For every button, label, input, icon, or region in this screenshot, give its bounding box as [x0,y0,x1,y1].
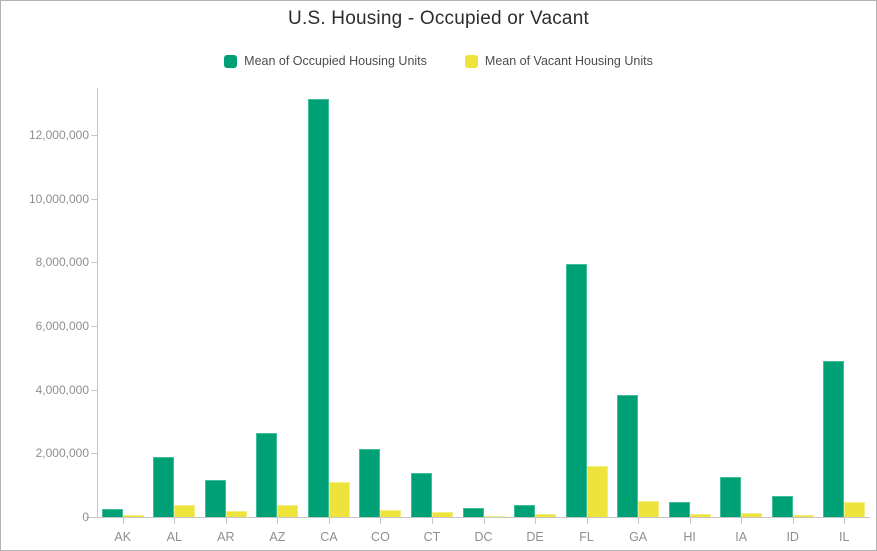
bar-vacant-az[interactable] [277,504,299,517]
x-axis-label-al: AL [166,530,182,544]
x-axis-label-dc: DC [474,530,493,544]
x-axis-label-hi: HI [683,530,696,544]
bar-occupied-ca[interactable] [307,99,329,517]
bar-vacant-il[interactable] [844,502,866,517]
x-axis-tick [535,518,537,524]
x-axis-label-fl: FL [579,530,594,544]
bar-vacant-id[interactable] [792,514,814,517]
x-axis-label-ga: GA [629,530,648,544]
x-axis-tick [483,518,485,524]
x-axis-label-ca: CA [320,530,338,544]
y-axis-label: 12,000,000 [28,127,89,142]
x-axis-tick [638,518,640,524]
legend-label-vacant: Mean of Vacant Housing Units [484,54,653,68]
bar-occupied-de[interactable] [514,505,536,517]
x-axis-tick [844,518,846,524]
y-axis-label: 8,000,000 [35,255,89,270]
bar-occupied-al[interactable] [153,457,175,517]
y-axis-tick [91,134,97,136]
x-axis-label-ct: CT [423,530,441,544]
x-axis-label-de: DE [526,530,544,544]
bar-vacant-al[interactable] [174,505,196,517]
x-axis-tick [122,518,124,524]
y-axis-tick [91,517,97,518]
bar-occupied-co[interactable] [359,449,381,517]
bar-occupied-fl[interactable] [565,263,587,517]
bar-vacant-co[interactable] [380,509,402,517]
x-axis-label-il: IL [839,530,850,544]
x-axis-label-co: CO [371,530,390,544]
y-axis-label: 0 [82,510,89,524]
legend-swatch-occupied-icon [224,54,238,68]
bar-occupied-ia[interactable] [720,476,742,517]
y-axis-tick [91,325,97,327]
legend-item-vacant[interactable]: Mean of Vacant Housing Units [464,54,653,68]
bar-vacant-hi[interactable] [689,514,711,517]
chart-title: U.S. Housing - Occupied or Vacant [288,8,589,29]
legend-item-occupied[interactable]: Mean of Occupied Housing Units [224,54,427,68]
bar-occupied-ga[interactable] [617,395,639,517]
bar-vacant-ar[interactable] [225,510,247,517]
bar-occupied-ak[interactable] [101,509,123,517]
x-axis-label-ia: IA [735,530,748,544]
x-axis-tick [277,518,279,524]
x-axis-tick [792,518,794,524]
bar-occupied-id[interactable] [771,496,793,517]
y-axis-tick [91,198,97,200]
bar-vacant-de[interactable] [535,513,557,517]
bar-vacant-ga[interactable] [638,501,660,517]
bar-occupied-az[interactable] [256,432,278,517]
x-axis-tick [174,518,176,524]
y-axis-label: 10,000,000 [28,191,89,206]
x-axis-line [86,517,870,518]
x-axis-tick [586,518,588,524]
legend-label-occupied: Mean of Occupied Housing Units [244,54,427,68]
bar-occupied-ar[interactable] [204,480,226,517]
bar-occupied-hi[interactable] [668,502,690,517]
x-axis-label-ak: AK [114,530,132,544]
y-axis-label: 6,000,000 [35,318,89,333]
bar-vacant-fl[interactable] [586,466,608,517]
chart-legend: Mean of Occupied Housing Units Mean of V… [1,54,876,68]
x-axis-label-id: ID [786,530,799,544]
bar-occupied-il[interactable] [823,360,845,517]
legend-swatch-vacant-icon [464,54,478,68]
y-axis-tick [91,389,97,391]
y-axis-tick [91,453,97,455]
x-axis-tick [225,518,227,524]
bar-vacant-ct[interactable] [431,512,453,517]
y-axis-label: 4,000,000 [35,382,89,397]
y-axis-line [97,88,98,517]
bar-vacant-ia[interactable] [741,512,763,517]
x-axis-tick [431,518,433,524]
x-axis-tick [741,518,743,524]
y-axis-tick [91,262,97,264]
bar-occupied-dc[interactable] [462,507,484,517]
x-axis-tick [689,518,691,524]
bar-vacant-ak[interactable] [122,515,144,517]
bar-vacant-dc[interactable] [483,515,505,517]
x-axis-tick [380,518,382,524]
x-axis-tick [328,518,330,524]
bar-occupied-ct[interactable] [410,473,432,517]
x-axis-label-ar: AR [217,530,235,544]
bar-vacant-ca[interactable] [328,481,350,517]
y-axis-label: 2,000,000 [35,446,89,461]
x-axis-label-az: AZ [269,530,286,544]
